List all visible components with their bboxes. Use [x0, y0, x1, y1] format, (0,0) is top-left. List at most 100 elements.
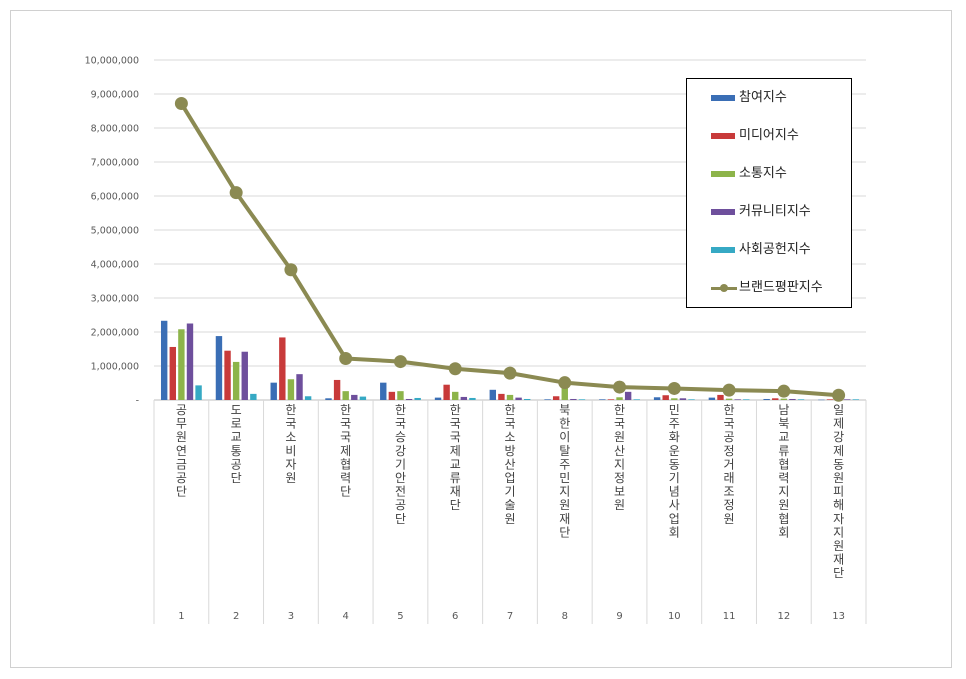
category-name-char: 단 [176, 485, 187, 499]
category-name-char: 국 [450, 430, 461, 444]
category-name-char: 사 [669, 498, 680, 512]
category-name-char: 력 [778, 471, 789, 485]
brand-index-point [174, 97, 188, 111]
category-name-char: 공 [395, 498, 406, 512]
category-name-char: 원 [176, 430, 187, 444]
bar [414, 397, 421, 400]
bar [624, 391, 632, 400]
category-name-char: 업 [669, 512, 680, 526]
category-name-char: 협 [340, 457, 351, 471]
x-tick-label: 9 [616, 611, 622, 622]
bar [772, 398, 779, 400]
x-tick-label: 11 [723, 611, 736, 622]
brand-index-point [393, 355, 407, 369]
category-name-char: 국 [450, 417, 461, 431]
legend-swatch [711, 247, 735, 253]
category-name-char: 제 [833, 417, 844, 431]
category-name-char: 로 [231, 417, 242, 431]
category-name-char: 거 [724, 457, 735, 471]
category-name-char: 국 [340, 417, 351, 431]
y-tick-label: 5,000,000 [91, 226, 139, 237]
category-name-char: 교 [778, 430, 789, 444]
category-name-char: 원 [504, 512, 515, 526]
bar [763, 398, 770, 400]
category-name-char: 소 [504, 430, 515, 444]
bar [561, 385, 568, 400]
bar [552, 396, 560, 400]
category-name-char: 공 [176, 471, 187, 485]
category-name-char: 지 [614, 457, 625, 471]
y-tick-label: 1,000,000 [91, 362, 139, 373]
category-name-char: 한 [559, 417, 570, 431]
x-tick-label: 12 [777, 611, 790, 622]
category-name-char: 교 [231, 430, 242, 444]
category-name-char: 승 [395, 430, 406, 444]
category-name-char: 강 [395, 444, 406, 458]
category-name-char: 해 [833, 498, 844, 512]
category-name-char: 래 [724, 471, 735, 485]
bar [797, 399, 805, 400]
category-name-char: 한 [340, 403, 351, 417]
y-tick-label: 9,000,000 [91, 90, 139, 101]
bar [616, 397, 623, 400]
bar [405, 398, 413, 400]
legend-swatch [711, 171, 735, 177]
category-name-char: 동 [833, 457, 844, 471]
bar [250, 393, 257, 400]
category-name-char: 동 [669, 457, 680, 471]
category-name-char: 연 [176, 444, 187, 458]
category-name-char: 류 [778, 444, 789, 458]
bar [524, 398, 531, 400]
legend-swatch [711, 95, 735, 101]
y-tick-label: 2,000,000 [91, 328, 139, 339]
category-name-char: 산 [504, 457, 515, 471]
brand-index-point [558, 376, 572, 390]
bar [160, 320, 168, 400]
bar [452, 391, 459, 400]
category-name-char: 전 [395, 485, 406, 499]
x-tick-label: 5 [397, 611, 403, 622]
category-name-char: 제 [450, 444, 461, 458]
bar [679, 398, 687, 400]
category-name-char: 념 [669, 485, 680, 499]
x-tick-label: 6 [452, 611, 458, 622]
bar [844, 399, 851, 400]
bar [725, 398, 733, 400]
category-name-char: 안 [395, 471, 406, 485]
bar [178, 329, 185, 400]
category-name-char: 자 [285, 457, 296, 471]
category-name-char: 무 [176, 417, 187, 431]
bar [708, 397, 716, 400]
category-name-char: 도 [231, 403, 242, 417]
y-tick-label: 4,000,000 [91, 260, 139, 271]
bar [607, 399, 615, 400]
bar [852, 399, 860, 400]
x-tick-label: 10 [668, 611, 681, 622]
category-name-char: 협 [778, 512, 789, 526]
category-name-char: 국 [340, 430, 351, 444]
bar [342, 391, 349, 400]
bar [734, 399, 741, 400]
y-tick-label: 7,000,000 [91, 158, 139, 169]
bar [224, 350, 231, 400]
category-name-char: 북 [559, 403, 570, 417]
category-name-char: 비 [285, 444, 296, 458]
category-name-char: 지 [559, 485, 570, 499]
legend-label: 소통지수 [739, 166, 787, 181]
category-name-char: 원 [614, 498, 625, 512]
category-name-char: 원 [285, 471, 296, 485]
brand-index-point [777, 384, 791, 398]
bar [169, 346, 176, 400]
category-name-char: 북 [778, 417, 789, 431]
bar [780, 398, 788, 400]
category-name-char: 국 [724, 417, 735, 431]
brand-index-point [229, 186, 243, 200]
bar [826, 399, 834, 400]
category-name-char: 재 [833, 553, 844, 567]
y-tick-label: 3,000,000 [91, 294, 139, 305]
category-name-char: 화 [669, 430, 680, 444]
